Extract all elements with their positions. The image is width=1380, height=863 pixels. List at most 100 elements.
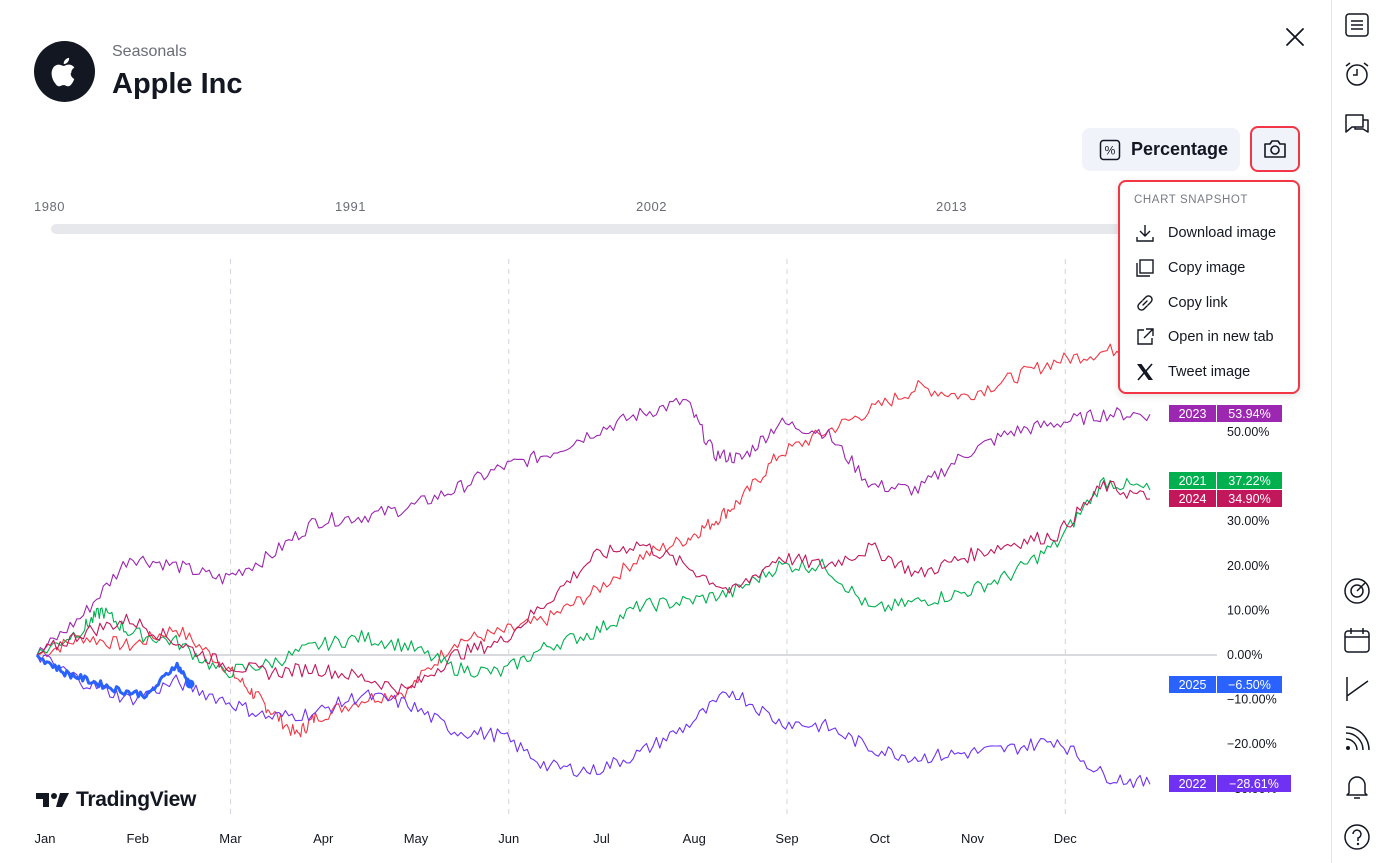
- x-tick-label: Dec: [1054, 831, 1078, 846]
- menu-item-label: Tweet image: [1168, 364, 1251, 380]
- badge-value-box: [1217, 676, 1282, 693]
- range-label-2013: 2013: [936, 199, 967, 214]
- y-tick-label: 0.00%: [1227, 648, 1262, 662]
- badge-year-box: [1169, 490, 1216, 507]
- badge-year: 2023: [1179, 407, 1207, 421]
- snapshot-menu: CHART SNAPSHOT Download image Copy image…: [1118, 180, 1300, 394]
- badge-year-box: [1169, 405, 1216, 422]
- badge-year-box: [1169, 676, 1216, 693]
- tradingview-logo: TradingView: [36, 788, 196, 812]
- range-scrubber[interactable]: [51, 224, 1126, 234]
- copy-icon: [1134, 257, 1156, 279]
- badge-year: 2022: [1179, 777, 1207, 791]
- x-tick-label: May: [404, 831, 429, 846]
- page-subtitle: Seasonals: [112, 43, 187, 60]
- series-line-2023: [36, 397, 1151, 656]
- drawing-tools-icon: [1346, 677, 1369, 701]
- x-tick-label: Oct: [870, 831, 891, 846]
- percentage-label: Percentage: [1131, 139, 1229, 159]
- series-endpoint-2025: [185, 679, 195, 689]
- tweet-image-item[interactable]: Tweet image: [1120, 355, 1298, 389]
- tradingview-logo-icon: [36, 793, 69, 807]
- close-icon: [1286, 28, 1304, 46]
- watchlist-icon: [1345, 13, 1369, 37]
- badge-value: 53.94%: [1228, 407, 1270, 421]
- series-badge-2025: 2025 −6.50%: [1169, 676, 1282, 693]
- series-badge-2023: 2023 53.94%: [1169, 405, 1282, 422]
- seasonals-chart: 50.00% 30.00% 20.00% 10.00% 0.00% −10.00% −20.…: [35, 259, 1291, 846]
- x-tick-label: Jun: [498, 831, 519, 846]
- range-label-1991: 1991: [335, 199, 366, 214]
- x-tick-label: Apr: [313, 831, 334, 846]
- y-tick-label: 20.00%: [1227, 559, 1269, 573]
- snapshot-menu-header: CHART SNAPSHOT: [1134, 194, 1249, 206]
- copy-link-item[interactable]: Copy link: [1120, 286, 1298, 320]
- badge-year: 2021: [1179, 474, 1207, 488]
- download-image-item[interactable]: Download image: [1120, 216, 1298, 250]
- badge-value-box: [1217, 775, 1291, 792]
- badge-value-box: [1217, 472, 1282, 489]
- calendar-icon: [1344, 628, 1370, 653]
- alarm-icon: [1345, 62, 1369, 86]
- badge-year: 2024: [1179, 492, 1207, 506]
- calendar-button[interactable]: [1342, 626, 1372, 656]
- menu-item-label: Open in new tab: [1168, 329, 1274, 345]
- external-link-icon: [1134, 326, 1156, 348]
- badge-value-box: [1217, 405, 1282, 422]
- help-icon: [1344, 824, 1370, 850]
- x-tick-label: Mar: [219, 831, 242, 846]
- watchlist-button[interactable]: [1342, 10, 1372, 40]
- tradingview-wordmark: TradingView: [76, 788, 197, 811]
- bell-icon: [1346, 776, 1368, 799]
- menu-item-label: Copy image: [1168, 260, 1246, 276]
- series-line-2024: [36, 480, 1151, 696]
- snapshot-button[interactable]: [1250, 126, 1300, 172]
- series-badge-2021: 2021 37.22%: [1169, 472, 1282, 489]
- camera-icon: [1264, 140, 1286, 158]
- series-badge-2022: 2022 −28.61%: [1169, 775, 1291, 792]
- svg-text:%: %: [1105, 143, 1116, 157]
- open-new-tab-item[interactable]: Open in new tab: [1120, 320, 1298, 354]
- badge-value: 34.90%: [1228, 492, 1270, 506]
- alerts-button[interactable]: [1342, 59, 1372, 89]
- badge-year-box: [1169, 775, 1216, 792]
- right-toolbar: [1331, 0, 1380, 863]
- series-line-other: [36, 342, 1151, 738]
- x-tick-label: Jan: [35, 831, 56, 846]
- x-logo-icon: [1134, 361, 1156, 383]
- badge-year: 2025: [1179, 678, 1207, 692]
- percentage-toggle-button[interactable]: % Percentage: [1082, 128, 1240, 171]
- y-tick-label: 50.00%: [1227, 425, 1269, 439]
- percent-icon: %: [1099, 139, 1121, 160]
- badge-value: −6.50%: [1228, 678, 1271, 692]
- page-title: Apple Inc: [112, 68, 243, 100]
- download-icon: [1134, 222, 1156, 244]
- drawing-tools-button[interactable]: [1342, 674, 1372, 704]
- x-tick-label: Feb: [127, 831, 149, 846]
- range-label-1980: 1980: [34, 199, 65, 214]
- y-tick-label: 10.00%: [1227, 603, 1269, 617]
- close-button[interactable]: [1282, 24, 1308, 50]
- y-tick-label: 30.00%: [1227, 514, 1269, 528]
- gauge-icon: [1344, 578, 1370, 604]
- badge-value-box: [1217, 490, 1282, 507]
- technicals-button[interactable]: [1342, 576, 1372, 606]
- apple-logo-icon: [51, 57, 74, 86]
- range-label-2002: 2002: [636, 199, 667, 214]
- series-line-2022: [36, 654, 1151, 789]
- x-tick-label: Nov: [961, 831, 985, 846]
- feed-icon: [1345, 726, 1370, 751]
- y-tick-label: −10.00%: [1227, 693, 1277, 707]
- y-tick-label: −20.00%: [1227, 737, 1277, 751]
- chats-button[interactable]: [1342, 110, 1372, 140]
- x-tick-label: Jul: [593, 831, 610, 846]
- company-logo: [34, 41, 95, 102]
- series-line-2021: [36, 477, 1151, 679]
- badge-value: 37.22%: [1228, 474, 1270, 488]
- notifications-button[interactable]: [1342, 772, 1372, 802]
- badge-value: −28.61%: [1229, 777, 1279, 791]
- ideas-stream-button[interactable]: [1342, 724, 1372, 754]
- badge-year-box: [1169, 472, 1216, 489]
- copy-image-item[interactable]: Copy image: [1120, 251, 1298, 285]
- help-button[interactable]: [1342, 822, 1372, 852]
